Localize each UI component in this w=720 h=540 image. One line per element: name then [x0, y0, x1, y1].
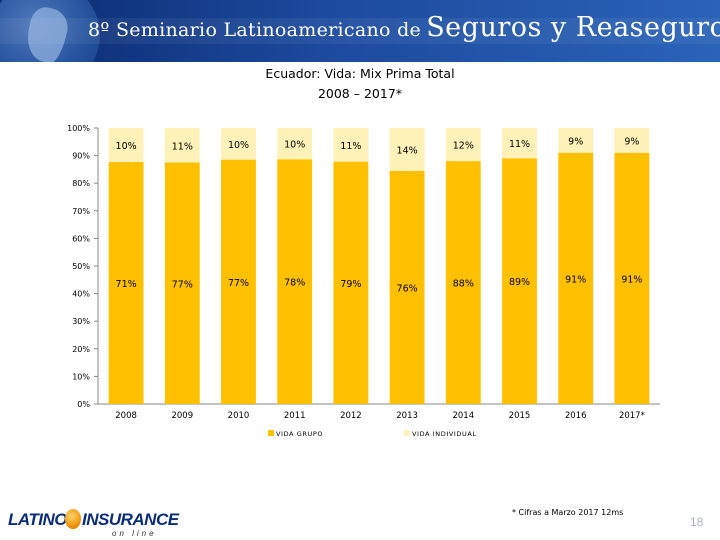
data-label-vida-individual: 11%: [509, 139, 530, 150]
banner-title: 8º Seminario Latinoamericano de Seguros …: [88, 12, 720, 43]
data-label-vida-grupo: 77%: [228, 278, 249, 289]
data-label-vida-grupo: 76%: [397, 283, 418, 294]
x-tick-label: 2011: [284, 411, 306, 421]
y-tick-label: 60%: [72, 234, 90, 243]
logo-word-insurance: INSURANCE: [82, 510, 179, 529]
x-tick-label: 2015: [509, 411, 531, 421]
bar-vida-individual: [502, 128, 537, 159]
footnote: * Cifras a Marzo 2017 12ms: [512, 508, 624, 517]
data-label-vida-grupo: 71%: [116, 279, 137, 290]
data-label-vida-individual: 9%: [568, 136, 583, 147]
bar-vida-grupo: [108, 162, 144, 404]
x-tick-label: 2010: [228, 411, 250, 421]
data-label-vida-grupo: 89%: [509, 277, 530, 288]
legend-label: VIDA GRUPO: [276, 430, 323, 438]
bar-vida-individual: [558, 128, 594, 153]
y-tick-label: 0%: [77, 400, 90, 409]
banner-title-part2: Seguros y Reaseguros: [426, 12, 720, 43]
header-banner: 8º Seminario Latinoamericano de Seguros …: [0, 0, 720, 62]
y-tick-label: 40%: [72, 290, 90, 299]
bar-vida-individual: [221, 128, 256, 160]
bar-vida-individual: [164, 128, 200, 163]
bar-vida-grupo: [614, 152, 650, 404]
legend-swatch: [404, 430, 410, 436]
data-label-vida-grupo: 88%: [453, 279, 474, 290]
x-tick-label: 2017*: [619, 411, 645, 421]
y-tick-label: 90%: [72, 152, 90, 161]
bar-vida-grupo: [333, 161, 369, 404]
data-label-vida-individual: 12%: [453, 141, 474, 152]
x-tick-label: 2008: [115, 411, 137, 421]
bar-vida-grupo: [277, 159, 313, 404]
latino-insurance-logo: LATINO INSURANCE on line: [8, 506, 179, 540]
chart-title: Ecuador: Vida: Mix Prima Total: [265, 66, 455, 81]
bar-vida-individual: [277, 128, 313, 160]
logo-flame-icon: [65, 509, 81, 529]
data-label-vida-grupo: 91%: [565, 274, 586, 285]
logo-word-latino: LATINO: [8, 510, 68, 529]
bar-vida-individual: [445, 128, 481, 162]
y-tick-label: 10%: [72, 372, 90, 381]
bar-vida-individual: [108, 128, 144, 163]
data-label-vida-grupo: 91%: [621, 274, 642, 285]
data-label-vida-grupo: 78%: [284, 278, 305, 289]
y-tick-label: 80%: [72, 179, 90, 188]
logo-tagline: on line: [112, 529, 157, 538]
x-tick-label: 2016: [565, 411, 587, 421]
bar-vida-individual: [389, 128, 425, 171]
data-label-vida-individual: 10%: [116, 141, 137, 152]
data-label-vida-individual: 14%: [397, 145, 418, 156]
bar-vida-grupo: [445, 161, 481, 404]
y-tick-label: 70%: [72, 207, 90, 216]
page-number: 18: [690, 515, 704, 529]
x-tick-label: 2009: [171, 411, 193, 421]
data-label-vida-individual: 10%: [228, 140, 249, 151]
x-tick-label: 2013: [396, 411, 418, 421]
data-label-vida-grupo: 77%: [172, 279, 193, 290]
bar-vida-individual: [614, 128, 650, 153]
bar-vida-grupo: [558, 152, 594, 404]
bar-vida-grupo: [164, 162, 200, 404]
x-tick-label: 2012: [340, 411, 362, 421]
bar-vida-individual: [333, 128, 369, 162]
data-label-vida-individual: 11%: [340, 141, 361, 152]
bar-vida-grupo: [221, 159, 256, 404]
legend-label: VIDA INDIVIDUAL: [412, 430, 477, 438]
data-label-vida-grupo: 79%: [340, 279, 361, 290]
legend-swatch: [268, 430, 274, 436]
x-tick-label: 2014: [452, 411, 474, 421]
y-tick-label: 30%: [72, 317, 90, 326]
bar-vida-grupo: [389, 170, 425, 404]
data-label-vida-individual: 9%: [624, 136, 639, 147]
y-tick-label: 20%: [72, 345, 90, 354]
data-label-vida-individual: 11%: [172, 141, 193, 152]
y-tick-label: 50%: [72, 262, 90, 271]
banner-title-part1: 8º Seminario Latinoamericano de: [88, 19, 422, 41]
chart-subtitle: 2008 – 2017*: [317, 86, 403, 101]
bar-vida-grupo: [502, 158, 537, 404]
data-label-vida-individual: 10%: [284, 140, 305, 151]
y-tick-label: 100%: [67, 124, 90, 133]
